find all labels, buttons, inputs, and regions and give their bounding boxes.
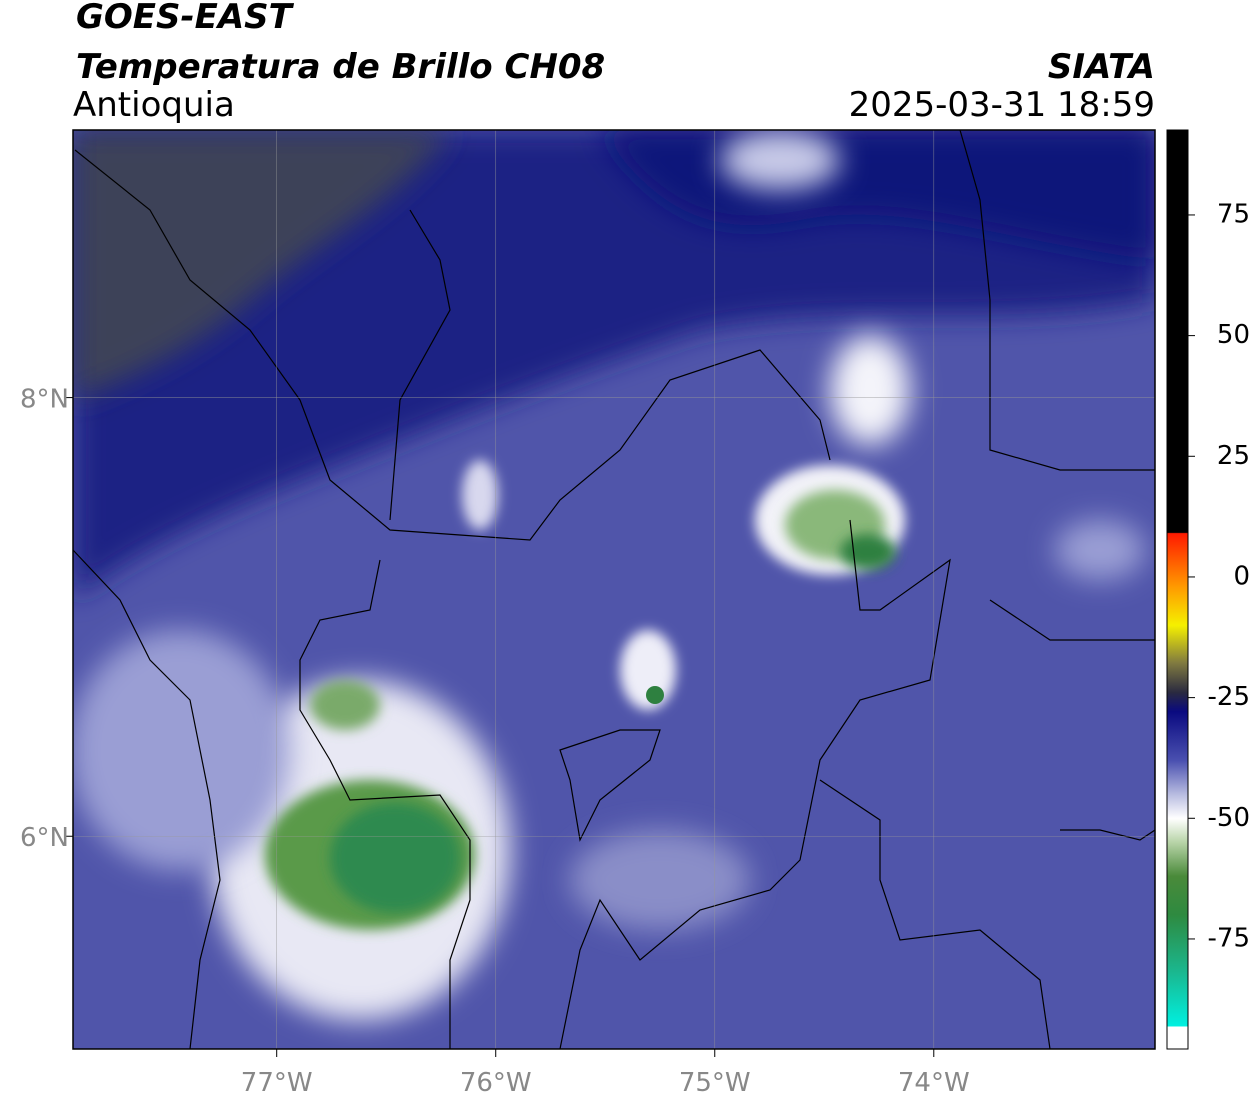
colorbar-tick-label: 25	[1217, 441, 1250, 471]
satellite-image	[73, 130, 1155, 1049]
datetime: 2025-03-31 18:59	[849, 85, 1155, 125]
colorbar-tick-label: 0	[1233, 561, 1250, 591]
x-tick-label: 77°W	[241, 1068, 313, 1098]
source: SIATA	[1048, 47, 1155, 87]
x-tick-label: 74°W	[898, 1068, 970, 1098]
colorbar-tick-label: 50	[1217, 320, 1250, 350]
colorbar-tick-label: -75	[1208, 923, 1250, 953]
y-tick-label: 8°N	[20, 385, 69, 415]
colorbar-tick-label: 75	[1217, 199, 1250, 229]
colorbar-tick-label: -25	[1208, 682, 1250, 712]
colorbar	[1166, 129, 1189, 1050]
map-frame	[72, 129, 1156, 1050]
region: Antioquia	[73, 85, 235, 125]
x-tick-label: 75°W	[679, 1068, 751, 1098]
y-tick-label: 6°N	[20, 823, 69, 853]
x-tick-label: 76°W	[460, 1068, 532, 1098]
title: GOES-EAST	[76, 0, 295, 37]
colorbar-tick-label: -50	[1208, 803, 1250, 833]
subtitle: Temperatura de Brillo CH08	[76, 47, 605, 87]
